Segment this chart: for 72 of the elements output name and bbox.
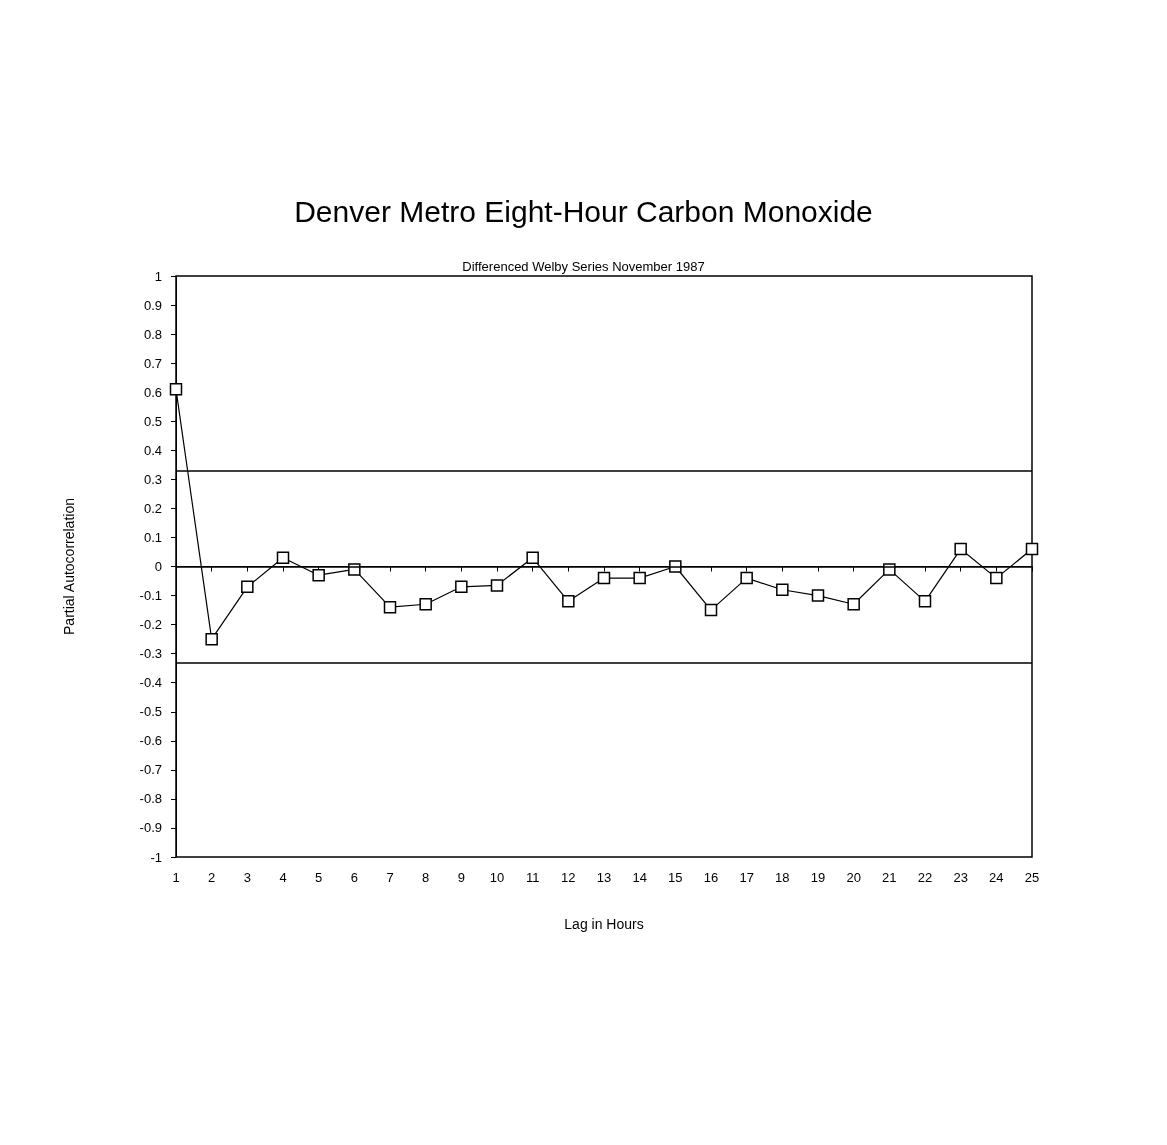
x-tick-label: 13 — [596, 870, 612, 885]
y-tick-label: -0.5 — [139, 704, 162, 720]
point — [918, 595, 932, 608]
y-tick-label: 0.2 — [143, 500, 162, 516]
x-tick-label: 7 — [386, 870, 394, 885]
point — [847, 598, 860, 611]
x-tick-label: 12 — [561, 870, 576, 885]
y-tick-label: -0.2 — [139, 617, 162, 633]
x-tick-label: 18 — [775, 870, 790, 885]
y-tick-label: -1 — [150, 849, 162, 865]
y-tick-label: 0.1 — [143, 529, 162, 545]
x-tick-label: 14 — [632, 870, 647, 885]
x-tick-label: 20 — [846, 870, 861, 885]
point — [811, 589, 825, 602]
x-tick-label: 22 — [917, 870, 933, 885]
x-tick-label: 10 — [489, 870, 505, 885]
y-tick-label: -0.6 — [139, 733, 162, 749]
point — [276, 551, 290, 565]
y-tick-label: -0.8 — [139, 791, 162, 807]
point — [990, 571, 1003, 585]
x-tick-label: 1 — [172, 870, 180, 885]
x-tick-label: 6 — [350, 870, 358, 885]
y-tick-label: -0.9 — [139, 820, 162, 836]
point — [490, 579, 504, 592]
x-tick-label: 11 — [525, 870, 540, 885]
point — [1025, 542, 1039, 556]
y-tick-label: 0.9 — [143, 297, 162, 313]
x-tick-label: 21 — [882, 870, 897, 885]
point — [597, 571, 611, 585]
point — [312, 568, 325, 582]
point — [562, 595, 575, 608]
y-tick-label: 0.6 — [143, 384, 162, 400]
point — [776, 583, 789, 596]
point — [633, 571, 646, 585]
y-tick-label: 0.4 — [143, 442, 162, 458]
x-tick-label: 25 — [1024, 870, 1040, 885]
y-tick-label: 0.3 — [143, 471, 162, 487]
chart-title: Denver Metro Eight-Hour Carbon Monoxide — [294, 194, 873, 228]
x-tick-label: 23 — [953, 870, 968, 885]
point — [241, 580, 254, 594]
y-tick-label: 0.7 — [143, 355, 162, 371]
y-tick-label: 0.5 — [143, 413, 162, 429]
y-tick-label: 0.8 — [143, 326, 162, 342]
y-tick-label: -0.3 — [139, 646, 162, 662]
x-tick-label: 16 — [703, 870, 719, 885]
y-tick-label: 1 — [154, 268, 162, 284]
x-tick-label: 4 — [279, 870, 287, 885]
y-tick-label: 0 — [154, 559, 162, 574]
chart-subtitle: Differenced Welby Series November 1987 — [462, 259, 705, 274]
x-tick-label: 24 — [989, 870, 1004, 885]
x-tick-label: 2 — [208, 870, 216, 885]
y-axis-title: Partial Autocorrelation — [61, 498, 77, 635]
point — [455, 580, 468, 594]
y-tick-label: -0.1 — [139, 588, 162, 604]
x-tick-label: 8 — [422, 870, 430, 885]
point — [383, 600, 397, 614]
y-tick-label: -0.7 — [139, 762, 162, 778]
x-tick-label: 15 — [668, 870, 683, 885]
point — [419, 598, 432, 611]
x-axis-title: Lag in Hours — [564, 916, 644, 932]
point — [205, 632, 218, 646]
point — [740, 571, 753, 585]
point — [169, 383, 183, 396]
x-tick-label: 9 — [457, 870, 465, 885]
point — [954, 542, 967, 556]
x-tick-label: 3 — [243, 870, 251, 885]
x-tick-label: 17 — [739, 870, 754, 885]
y-tick-label: -0.4 — [139, 675, 162, 691]
point — [526, 551, 539, 565]
point — [704, 603, 718, 617]
x-tick-label: 19 — [810, 870, 826, 885]
x-tick-label: 5 — [315, 870, 323, 885]
